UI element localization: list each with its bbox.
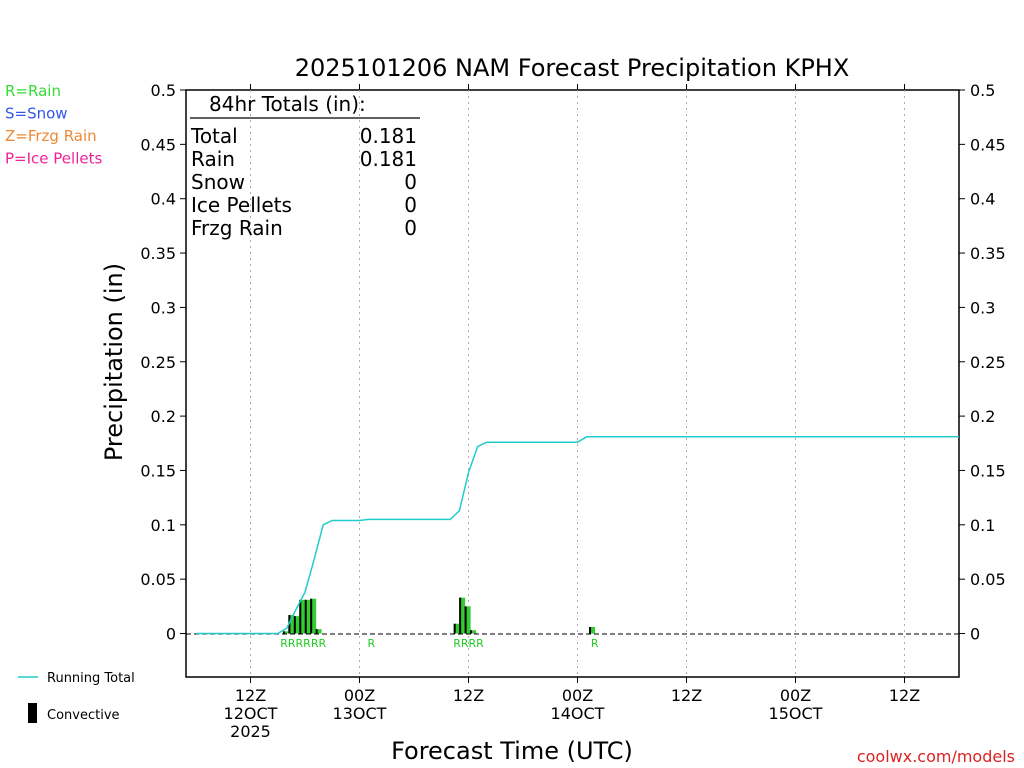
legend-item-2: Z=Frzg Rain	[5, 127, 97, 145]
x-tick-label: 12Z	[235, 686, 266, 705]
y-tick-label: 0.25	[140, 353, 176, 372]
y-tick-label-right: 0	[970, 625, 980, 644]
precip-bar	[470, 630, 477, 634]
x-tick-label: 12OCT	[224, 704, 278, 723]
running-total-legend-label: Running Total	[47, 671, 135, 686]
x-tick-label: 12Z	[889, 686, 920, 705]
y-tick-label: 0.45	[140, 135, 176, 154]
y-tick-label-right: 0.2	[970, 407, 995, 426]
convective-bar	[459, 597, 462, 634]
series-legend: Running Total Convective	[18, 671, 135, 723]
x-axis-label: Forecast Time (UTC)	[391, 737, 633, 765]
totals-row-label: Snow	[191, 170, 245, 194]
precip-bar	[299, 599, 306, 634]
x-tick-label: 12Z	[453, 686, 484, 705]
y-tick-label: 0.15	[140, 461, 176, 480]
totals-row-value: 0.181	[360, 124, 417, 148]
totals-row-label: Ice Pellets	[191, 193, 292, 217]
convective-bar	[315, 629, 318, 634]
totals-row-value: 0	[404, 193, 417, 217]
precip-bar	[453, 623, 460, 634]
precip-type-legend: R=Rain S=Snow Z=Frzg Rain P=Ice Pellets	[5, 82, 102, 168]
vertical-grid	[250, 90, 905, 677]
precip-bar	[464, 606, 471, 634]
x-tick-label: 00Z	[780, 686, 811, 705]
y-axis-left: 0 0.05 0.1 0.15 0.2 0.25 0.3 0.35 0.4 0.45 0.5	[140, 81, 186, 644]
plot-frame	[185, 89, 960, 678]
y-tick-label: 0.2	[151, 407, 176, 426]
x-tick-label: 00Z	[562, 686, 593, 705]
precip-bar	[310, 598, 317, 634]
y-axis-right: 0 0.05 0.1 0.15 0.2 0.25 0.3 0.35 0.4 0.45 0.5	[959, 81, 1006, 644]
totals-row-value: 0	[404, 170, 417, 194]
y-tick-label: 0.05	[140, 570, 176, 589]
convective-bar	[304, 599, 307, 634]
x-tick-label: 13OCT	[333, 704, 387, 723]
y-tick-label: 0.4	[151, 190, 176, 209]
precip-bar	[315, 629, 322, 634]
x-tick-label: 15OCT	[769, 704, 823, 723]
y-axis-label: Precipitation (in)	[100, 263, 128, 461]
convective-bar	[470, 630, 473, 634]
y-tick-label-right: 0.3	[970, 298, 995, 317]
totals-header: 84hr Totals (in):	[209, 92, 366, 116]
x-tick-label: 14OCT	[551, 704, 605, 723]
totals-row-label: Frzg Rain	[191, 216, 283, 240]
y-tick-label-right: 0.4	[970, 190, 995, 209]
convective-legend-label: Convective	[47, 708, 120, 723]
convective-bar	[282, 631, 285, 634]
precip-bar	[293, 616, 300, 634]
y-tick-label-right: 0.45	[970, 135, 1006, 154]
convective-bar	[293, 616, 296, 634]
y-tick-label-right: 0.35	[970, 244, 1006, 263]
y-tick-label: 0.3	[151, 298, 176, 317]
precip-type-marker: RRRRRR	[280, 637, 326, 650]
totals-row-value: 0	[404, 216, 417, 240]
convective-bar	[464, 606, 467, 634]
convective-legend-swatch	[28, 703, 37, 723]
y-tick-label-right: 0.25	[970, 353, 1006, 372]
precip-bars	[282, 597, 596, 634]
precip-type-marker: R	[591, 637, 599, 650]
totals-box: 84hr Totals (in): Total 0.181 Rain 0.181 Snow…	[190, 92, 420, 240]
x-tick-label: 2025	[230, 722, 271, 741]
x-tick-label: 12Z	[671, 686, 702, 705]
running-total-line	[196, 436, 959, 635]
convective-bar	[299, 599, 302, 634]
precip-bar	[459, 597, 466, 634]
y-tick-label-right: 0.15	[970, 461, 1006, 480]
y-tick-label: 0	[166, 625, 176, 644]
y-tick-label-right: 0.5	[970, 81, 995, 100]
precip-bar	[304, 599, 311, 634]
y-tick-label: 0.1	[151, 516, 176, 535]
convective-bar	[310, 598, 313, 634]
convective-bar	[589, 626, 592, 634]
precip-type-marker: RRRR	[453, 637, 484, 650]
legend-item-0: R=Rain	[5, 82, 61, 100]
precip-bar	[589, 626, 596, 634]
y-tick-label: 0.35	[140, 244, 176, 263]
totals-row-value: 0.181	[360, 147, 417, 171]
legend-item-3: P=Ice Pellets	[5, 150, 102, 168]
precip-type-markers: RRRRRR R RRRR R	[280, 637, 599, 650]
x-tick-label: 00Z	[344, 686, 375, 705]
legend-item-1: S=Snow	[5, 105, 68, 123]
y-tick-label-right: 0.1	[970, 516, 995, 535]
precip-bar	[282, 631, 289, 634]
totals-row-label: Rain	[191, 147, 235, 171]
chart-title: 2025101206 NAM Forecast Precipitation KP…	[295, 54, 850, 82]
y-tick-label: 0.5	[151, 81, 176, 100]
convective-bar	[453, 623, 456, 634]
totals-row-label: Total	[190, 124, 238, 148]
precip-type-marker: R	[367, 637, 375, 650]
credit-label: coolwx.com/models	[857, 747, 1015, 766]
y-tick-label-right: 0.05	[970, 570, 1006, 589]
precip-bar	[288, 615, 295, 634]
